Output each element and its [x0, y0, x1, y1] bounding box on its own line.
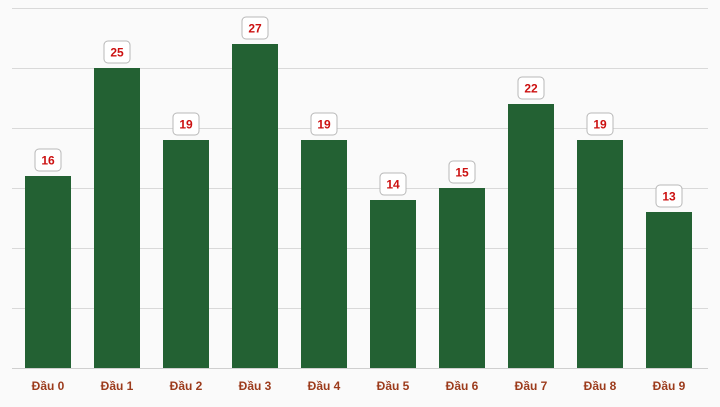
bar [646, 212, 692, 368]
data-label-value: 19 [593, 118, 607, 132]
data-labels: 16 25 19 27 19 14 15 22 19 13 [34, 16, 683, 208]
data-label-box [34, 148, 62, 172]
bar [94, 68, 140, 368]
data-label: 27 [241, 16, 269, 40]
bar [232, 44, 278, 368]
data-label-value: 15 [455, 166, 469, 180]
x-tick-label: Đầu 4 [308, 379, 341, 393]
x-tick-label: Đầu 8 [584, 379, 617, 393]
x-tick-label: Đầu 1 [101, 379, 134, 393]
x-tick-label: Đầu 0 [32, 379, 65, 393]
x-tick-label: Đầu 5 [377, 379, 410, 393]
data-label: 19 [172, 112, 200, 136]
data-label-box [379, 172, 407, 196]
data-label: 22 [517, 76, 545, 100]
data-label-box [241, 16, 269, 40]
data-label: 13 [655, 184, 683, 208]
bar [370, 200, 416, 368]
data-label-box [103, 40, 131, 64]
data-label-value: 19 [179, 118, 193, 132]
bar [439, 188, 485, 368]
bar [163, 140, 209, 368]
data-label: 25 [103, 40, 131, 64]
data-label-value: 13 [662, 190, 676, 204]
data-label-box [586, 112, 614, 136]
x-tick-label: Đầu 3 [239, 379, 272, 393]
data-label-value: 16 [41, 154, 55, 168]
bar [577, 140, 623, 368]
data-label: 19 [310, 112, 338, 136]
x-axis-tick-labels: Đầu 0 Đầu 1 Đầu 2 Đầu 3 Đầu 4 Đầu 5 Đầu 6 Đầu 7… [32, 379, 686, 393]
data-label-value: 25 [110, 46, 124, 60]
data-label-box [310, 112, 338, 136]
data-label-value: 14 [386, 178, 400, 192]
data-label: 19 [586, 112, 614, 136]
bar [25, 176, 71, 368]
data-label: 14 [379, 172, 407, 196]
data-label-value: 19 [317, 118, 331, 132]
bars [25, 44, 692, 368]
bar [508, 104, 554, 368]
data-label: 16 [34, 148, 62, 172]
data-label-value: 22 [524, 82, 538, 96]
data-label-box [172, 112, 200, 136]
data-label-value: 27 [248, 22, 262, 36]
data-label: 15 [448, 160, 476, 184]
data-label-box [517, 76, 545, 100]
x-tick-label: Đầu 9 [653, 379, 686, 393]
x-tick-label: Đầu 6 [446, 379, 479, 393]
x-tick-label: Đầu 7 [515, 379, 548, 393]
data-label-box [448, 160, 476, 184]
bar [301, 140, 347, 368]
data-label-box [655, 184, 683, 208]
x-tick-label: Đầu 2 [170, 379, 203, 393]
